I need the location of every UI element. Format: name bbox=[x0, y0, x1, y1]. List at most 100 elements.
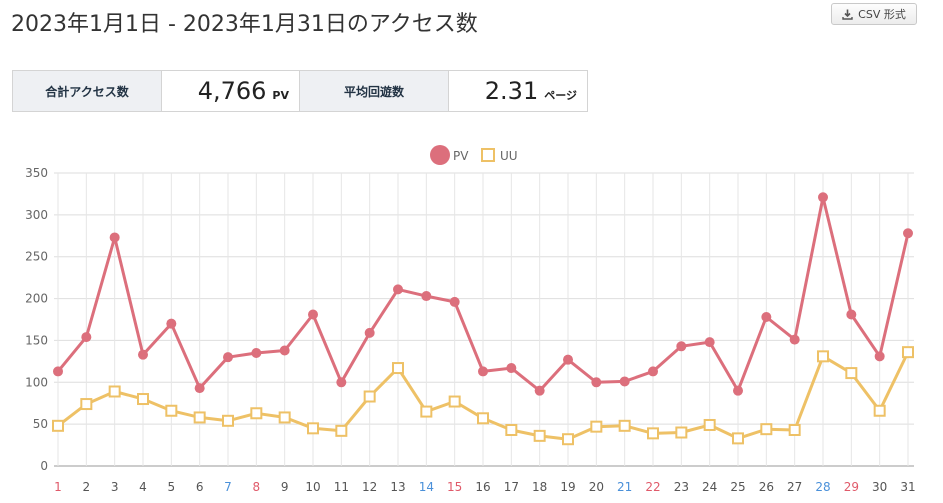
y-tick-label: 350 bbox=[25, 166, 48, 180]
pv-point bbox=[591, 377, 602, 388]
stats-summary: 合計アクセス数 4,766 PV 平均回遊数 2.31 ページ bbox=[12, 70, 588, 112]
uu-point bbox=[505, 424, 518, 437]
pv-point bbox=[336, 377, 347, 388]
uu-point bbox=[788, 424, 801, 437]
uu-point bbox=[420, 405, 433, 418]
x-tick-label: 28 bbox=[815, 480, 830, 494]
pv-point bbox=[478, 366, 488, 377]
uu-point bbox=[137, 393, 149, 406]
uu-point bbox=[618, 419, 631, 432]
pv-point bbox=[138, 349, 148, 360]
uu-point bbox=[817, 350, 829, 363]
x-tick-label: 1 bbox=[54, 480, 62, 494]
pv-point bbox=[648, 366, 658, 377]
page-title: 2023年1月1日 - 2023年1月31日のアクセス数 bbox=[11, 12, 478, 37]
pv-point bbox=[251, 347, 262, 358]
uu-point bbox=[52, 419, 64, 432]
x-tick-label: 7 bbox=[224, 480, 232, 494]
x-tick-label: 12 bbox=[362, 480, 377, 494]
uu-point bbox=[647, 427, 659, 440]
pv-point bbox=[364, 327, 375, 338]
total-access-value: 4,766 PV bbox=[162, 71, 300, 111]
x-tick-label: 2 bbox=[83, 480, 91, 494]
uu-point bbox=[307, 422, 319, 435]
x-tick-label: 13 bbox=[390, 480, 405, 494]
x-tick-label: 16 bbox=[475, 480, 490, 494]
y-tick-label: 300 bbox=[25, 208, 48, 222]
x-tick-label: 26 bbox=[759, 480, 774, 494]
x-tick-label: 11 bbox=[334, 480, 349, 494]
total-access-unit: PV bbox=[272, 88, 289, 102]
pv-point bbox=[903, 228, 913, 239]
pv-point bbox=[223, 352, 233, 363]
csv-export-button[interactable]: CSV 形式 bbox=[831, 3, 917, 25]
y-tick-label: 0 bbox=[40, 459, 48, 473]
y-tick-label: 100 bbox=[25, 375, 48, 389]
uu-point bbox=[108, 385, 121, 398]
pv-point bbox=[393, 284, 403, 295]
x-tick-label: 5 bbox=[168, 480, 176, 494]
pv-point bbox=[194, 383, 205, 394]
uu-point bbox=[80, 398, 93, 411]
csv-export-label: CSV 形式 bbox=[858, 8, 906, 21]
pv-point bbox=[109, 232, 120, 243]
y-tick-label: 50 bbox=[33, 417, 48, 431]
pv-point bbox=[166, 318, 177, 329]
x-tick-label: 29 bbox=[844, 480, 859, 494]
uu-point bbox=[193, 411, 206, 424]
uu-point bbox=[732, 432, 744, 445]
uu-point bbox=[902, 346, 914, 359]
pv-point bbox=[704, 337, 715, 348]
total-access-number: 4,766 bbox=[197, 77, 267, 105]
pv-point bbox=[761, 311, 772, 322]
uu-point bbox=[477, 412, 489, 425]
legend-pv-marker bbox=[430, 145, 450, 165]
x-tick-label: 30 bbox=[872, 480, 887, 494]
pv-point bbox=[81, 332, 92, 343]
x-tick-label: 27 bbox=[787, 480, 802, 494]
y-tick-label: 200 bbox=[25, 292, 48, 306]
pv-point bbox=[308, 309, 318, 320]
x-tick-label: 6 bbox=[196, 480, 204, 494]
x-tick-label: 17 bbox=[504, 480, 519, 494]
pv-point bbox=[53, 366, 63, 377]
x-tick-label: 18 bbox=[532, 480, 547, 494]
y-tick-label: 150 bbox=[25, 333, 48, 347]
uu-point bbox=[278, 411, 291, 424]
x-tick-label: 25 bbox=[730, 480, 745, 494]
avg-pageviews-label: 平均回遊数 bbox=[300, 71, 449, 111]
uu-point bbox=[873, 404, 886, 417]
pv-point bbox=[506, 363, 517, 374]
x-tick-label: 19 bbox=[560, 480, 575, 494]
legend-uu-label: UU bbox=[500, 149, 518, 163]
pv-point bbox=[534, 385, 545, 396]
x-tick-label: 31 bbox=[900, 480, 915, 494]
uu-point bbox=[675, 426, 688, 439]
pv-point bbox=[846, 309, 857, 320]
pv-point bbox=[421, 291, 432, 302]
uu-point bbox=[845, 367, 858, 380]
x-tick-label: 9 bbox=[281, 480, 289, 494]
x-tick-label: 24 bbox=[702, 480, 717, 494]
download-icon bbox=[842, 9, 853, 20]
legend-uu-marker bbox=[481, 148, 495, 162]
x-tick-label: 22 bbox=[645, 480, 660, 494]
avg-pageviews-number: 2.31 bbox=[484, 77, 539, 105]
uu-point bbox=[392, 362, 404, 375]
x-tick-label: 23 bbox=[674, 480, 689, 494]
x-tick-label: 14 bbox=[419, 480, 434, 494]
uu-point bbox=[448, 395, 461, 408]
legend-pv-label: PV bbox=[453, 149, 469, 163]
pv-point bbox=[619, 376, 630, 387]
uu-point bbox=[760, 423, 773, 436]
pv-point bbox=[279, 345, 290, 356]
uu-point bbox=[363, 390, 376, 403]
pv-point bbox=[676, 341, 687, 352]
y-tick-label: 250 bbox=[25, 250, 48, 264]
uu-point bbox=[703, 418, 716, 431]
pv-point bbox=[789, 334, 800, 345]
avg-pageviews-value: 2.31 ページ bbox=[449, 71, 587, 111]
pv-point bbox=[818, 192, 828, 203]
x-tick-label: 15 bbox=[447, 480, 462, 494]
